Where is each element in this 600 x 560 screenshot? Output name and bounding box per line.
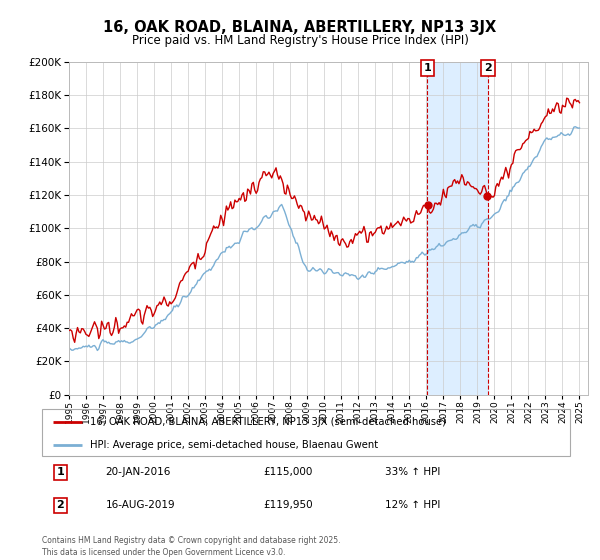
Text: 16-AUG-2019: 16-AUG-2019 [106, 500, 175, 510]
Text: 1: 1 [56, 467, 64, 477]
Text: 1: 1 [424, 63, 431, 73]
Text: Contains HM Land Registry data © Crown copyright and database right 2025.
This d: Contains HM Land Registry data © Crown c… [42, 536, 341, 557]
Text: 2: 2 [484, 63, 492, 73]
Text: 20-JAN-2016: 20-JAN-2016 [106, 467, 171, 477]
Text: Price paid vs. HM Land Registry's House Price Index (HPI): Price paid vs. HM Land Registry's House … [131, 34, 469, 46]
Text: HPI: Average price, semi-detached house, Blaenau Gwent: HPI: Average price, semi-detached house,… [89, 440, 377, 450]
Text: £119,950: £119,950 [264, 500, 313, 510]
Text: 16, OAK ROAD, BLAINA, ABERTILLERY, NP13 3JX (semi-detached house): 16, OAK ROAD, BLAINA, ABERTILLERY, NP13 … [89, 417, 446, 427]
Text: 16, OAK ROAD, BLAINA, ABERTILLERY, NP13 3JX: 16, OAK ROAD, BLAINA, ABERTILLERY, NP13 … [103, 20, 497, 35]
Bar [427, 62, 488, 395]
Text: 12% ↑ HPI: 12% ↑ HPI [385, 500, 440, 510]
Text: 33% ↑ HPI: 33% ↑ HPI [385, 467, 440, 477]
Text: 2: 2 [56, 500, 64, 510]
Text: £115,000: £115,000 [264, 467, 313, 477]
